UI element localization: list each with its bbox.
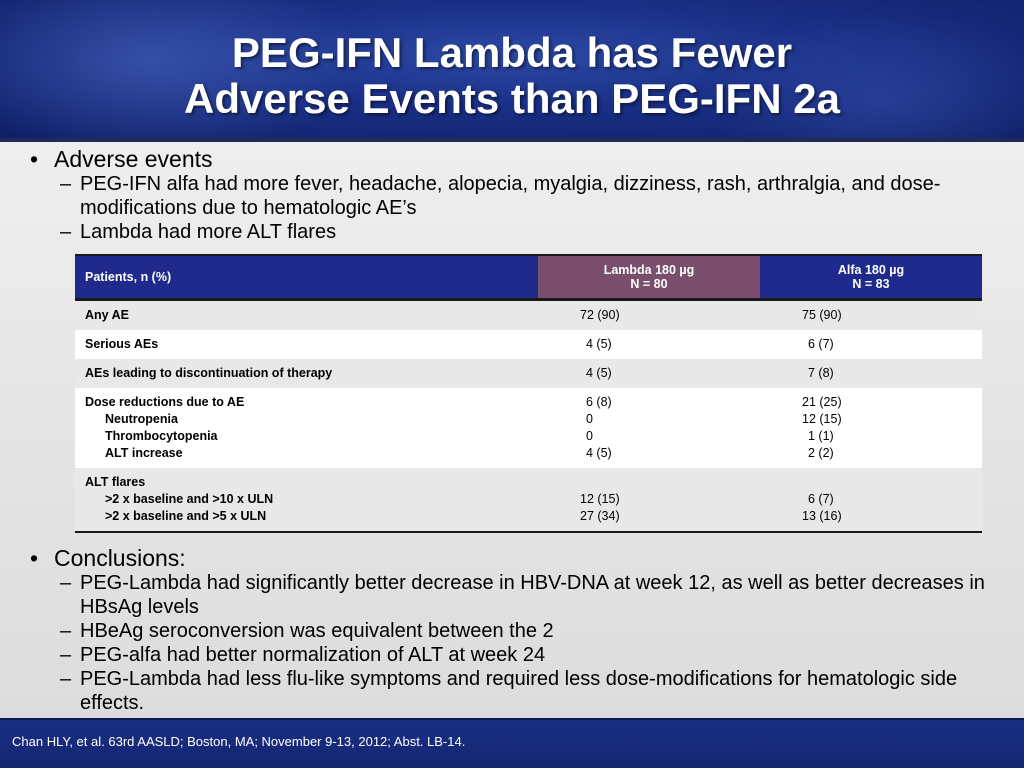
header-lambda-dose: Lambda 180 µg [603,262,695,277]
table-header-row: Patients, n (%) Lambda 180 µg N = 80 Alf… [75,255,982,301]
value: 4 (5) [586,445,612,460]
conclusions-section: • Conclusions: – PEG-Lambda had signific… [30,545,1005,715]
value: 6 (7) [808,491,834,506]
bullet-text: Conclusions: [54,545,186,571]
bullet-conclusions: • Conclusions: [30,545,1005,571]
value: 6 (8) [586,394,612,409]
alt-flares-label: ALT flares [85,474,146,489]
slide-footer: Chan HLY, et al. 63rd AASLD; Boston, MA;… [0,718,1024,768]
sub-bullet-text: HBeAg seroconversion was equivalent betw… [80,620,554,642]
cell-lambda: 4 (5) [538,358,760,388]
value: 2 (2) [808,445,834,460]
slide-title: PEG-IFN Lambda has Fewer Adverse Events … [0,30,1024,122]
dash-marker: – [60,620,72,642]
cell-alfa: 6 (7) 13 (16) [760,467,982,532]
cell-lambda: 4 (5) [538,329,760,359]
bullet-marker: • [30,146,39,172]
row-label: AEs leading to discontinuation of therap… [75,358,538,388]
value: 12 (15) [580,491,620,506]
sub-bullet: – Lambda had more ALT flares [60,220,1005,244]
sub-bullet: – PEG-IFN alfa had more fever, headache,… [60,172,1005,220]
sub-label-10x: >2 x baseline and >10 x ULN [105,491,274,506]
header-alfa-dose: Alfa 180 µg [837,262,905,277]
header-lambda: Lambda 180 µg N = 80 [538,255,760,301]
table-row: Any AE 72 (90) 75 (90) [75,299,982,330]
sub-bullet-text: PEG-IFN alfa had more fever, headache, a… [80,173,941,219]
slide-header: PEG-IFN Lambda has Fewer Adverse Events … [0,0,1024,138]
header-lambda-n: N = 80 [630,276,668,291]
bullet-adverse-events: • Adverse events [30,146,1005,172]
citation: Chan HLY, et al. 63rd AASLD; Boston, MA;… [12,734,466,749]
header-alfa-n: N = 83 [852,276,890,291]
dose-label: Dose reductions due to AE [85,394,245,409]
table-row-dose-reductions: Dose reductions due to AE Neutropenia Th… [75,387,982,468]
table-row: Serious AEs 4 (5) 6 (7) [75,329,982,359]
sub-bullet: – PEG-Lambda had less flu-like symptoms … [60,667,1005,715]
sub-label-neutropenia: Neutropenia [105,411,178,426]
dash-marker: – [60,572,72,594]
spacer [580,474,760,491]
dash-marker: – [60,221,72,243]
sub-bullet-text: PEG-alfa had better normalization of ALT… [80,644,546,666]
header-divider [0,138,1024,142]
sub-label-5x: >2 x baseline and >5 x ULN [105,508,267,523]
cell-lambda: 12 (15) 27 (34) [538,467,760,532]
sub-bullet-text: PEG-Lambda had less flu-like symptoms an… [80,668,958,714]
header-glow-right [704,10,1024,138]
value: 0 [586,411,593,426]
cell-alfa: 6 (7) [760,329,982,359]
sub-bullet: – PEG-alfa had better normalization of A… [60,643,1005,667]
value: 1 (1) [808,428,834,443]
sub-label-thrombocytopenia: Thrombocytopenia [105,428,218,443]
table-row: AEs leading to discontinuation of therap… [75,358,982,388]
header-glow [0,0,360,138]
spacer [802,474,982,491]
row-label: Dose reductions due to AE Neutropenia Th… [75,387,538,468]
sub-bullet-text: PEG-Lambda had significantly better decr… [80,572,985,618]
bullet-marker: • [30,545,39,571]
cell-alfa: 21 (25) 12 (15) 1 (1) 2 (2) [760,387,982,468]
value: 21 (25) [802,394,842,409]
sub-bullet-text: Lambda had more ALT flares [80,221,337,243]
adverse-events-section: • Adverse events – PEG-IFN alfa had more… [30,146,1005,244]
cell-lambda: 72 (90) [538,299,760,330]
bullet-text: Adverse events [54,146,213,172]
title-line-2: Adverse Events than PEG-IFN 2a [184,75,840,122]
row-label: Any AE [75,299,538,330]
header-patients: Patients, n (%) [75,255,538,301]
cell-alfa: 7 (8) [760,358,982,388]
value: 0 [586,428,593,443]
adverse-events-table: Patients, n (%) Lambda 180 µg N = 80 Alf… [75,254,982,533]
sub-bullet: – PEG-Lambda had significantly better de… [60,571,1005,619]
title-line-1: PEG-IFN Lambda has Fewer [231,29,793,76]
cell-lambda: 6 (8) 0 0 4 (5) [538,387,760,468]
table-row-alt-flares: ALT flares >2 x baseline and >10 x ULN >… [75,467,982,532]
sub-label-alt-increase: ALT increase [105,445,183,460]
value: 12 (15) [802,411,842,426]
header-alfa: Alfa 180 µg N = 83 [760,255,982,301]
dash-marker: – [60,668,72,690]
row-label: ALT flares >2 x baseline and >10 x ULN >… [75,467,538,532]
cell-alfa: 75 (90) [760,299,982,330]
value: 13 (16) [802,508,842,523]
sub-bullet: – HBeAg seroconversion was equivalent be… [60,619,1005,643]
dash-marker: – [60,644,72,666]
dash-marker: – [60,173,72,195]
value: 27 (34) [580,508,620,523]
row-label: Serious AEs [75,329,538,359]
